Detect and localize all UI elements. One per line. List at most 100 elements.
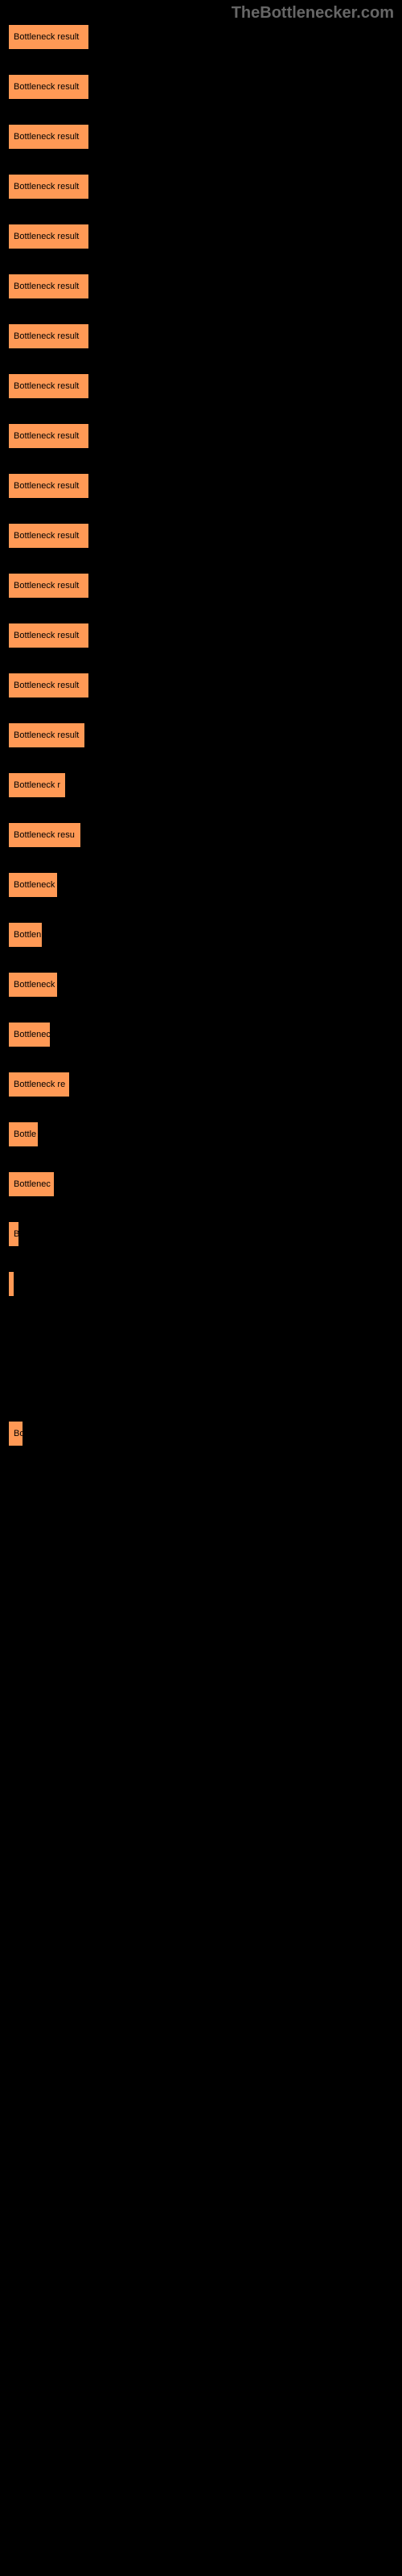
bar-label: Bo bbox=[14, 1429, 23, 1438]
bar-row: Bottleneck result bbox=[8, 623, 394, 648]
bar-row: Bottleneck result bbox=[8, 24, 394, 50]
bar: Bottleneck result bbox=[8, 74, 89, 100]
bar: Bottleneck re bbox=[8, 1072, 70, 1097]
bar-row bbox=[8, 1720, 394, 1746]
bar-row: Bottleneck result bbox=[8, 373, 394, 399]
bar: Bottleneck result bbox=[8, 124, 89, 150]
bar-label: Bottleneck result bbox=[14, 381, 79, 391]
bar-label: Bottleneck result bbox=[14, 581, 79, 591]
bar: Bottlen bbox=[8, 922, 43, 948]
bar-row: Bottleneck result bbox=[8, 124, 394, 150]
bar-label: Bottleneck result bbox=[14, 182, 79, 191]
bar-row: Bottleneck bbox=[8, 972, 394, 998]
bar: Bottleneck resu bbox=[8, 822, 81, 848]
bar-label: Bottleneck bbox=[14, 980, 55, 990]
bar: Bottleneck bbox=[8, 972, 58, 998]
bar bbox=[8, 1271, 14, 1297]
bar-label: Bottlenec bbox=[14, 1179, 51, 1189]
bar-label: Bottleneck result bbox=[14, 431, 79, 441]
bar-row: Bottleneck result bbox=[8, 523, 394, 549]
bar-row bbox=[8, 1820, 394, 1846]
bar-label: Bottleneck result bbox=[14, 82, 79, 92]
bar-row: Bottlenec bbox=[8, 1171, 394, 1197]
bar-row: Bottleneck result bbox=[8, 573, 394, 599]
bar-label: Bottleneck result bbox=[14, 481, 79, 491]
bar: Bottleneck result bbox=[8, 423, 89, 449]
bar-label: Bottleneck r bbox=[14, 780, 60, 790]
bar-row: Bottleneck result bbox=[8, 323, 394, 349]
bar-label: Bottlen bbox=[14, 930, 41, 940]
bar-row: Bottleneck result bbox=[8, 224, 394, 249]
bar-row bbox=[8, 1471, 394, 1496]
bar-label: Bottleneck result bbox=[14, 132, 79, 142]
bar-label: Bottleneck bbox=[14, 880, 55, 890]
bar: Bottleneck result bbox=[8, 573, 89, 599]
bar-row: Bottleneck result bbox=[8, 74, 394, 100]
bar: Bottleneck result bbox=[8, 673, 89, 698]
bar-label: Bottleneck result bbox=[14, 282, 79, 291]
bar: Bottleneck result bbox=[8, 623, 89, 648]
bar: Bottleneck result bbox=[8, 224, 89, 249]
bar-row: Bottlen bbox=[8, 922, 394, 948]
bar-row: Bottleneck result bbox=[8, 423, 394, 449]
bar-row bbox=[8, 2219, 394, 2245]
bar-label: Bottleneck result bbox=[14, 331, 79, 341]
bar: Bottleneck result bbox=[8, 274, 89, 299]
bar: Bottleneck result bbox=[8, 722, 85, 748]
bar-label: Bottleneck result bbox=[14, 631, 79, 640]
bar: Bottleneck result bbox=[8, 473, 89, 499]
bar-label: Bottlenec bbox=[14, 1030, 51, 1039]
bar-row bbox=[8, 1969, 394, 1995]
watermark-text: TheBottlenecker.com bbox=[232, 4, 394, 23]
bar-row bbox=[8, 1670, 394, 1696]
bar-row bbox=[8, 1520, 394, 1546]
bar: Bo bbox=[8, 1421, 23, 1446]
bar: Bottleneck result bbox=[8, 523, 89, 549]
bar: Bottle bbox=[8, 1121, 39, 1147]
bar: Bottleneck result bbox=[8, 174, 89, 200]
bar-label: Bottleneck re bbox=[14, 1080, 65, 1089]
bar-row bbox=[8, 2169, 394, 2195]
bar-row bbox=[8, 2269, 394, 2294]
bar-row: Bottlenec bbox=[8, 1022, 394, 1047]
bar-row: Bottleneck resu bbox=[8, 822, 394, 848]
bar-row: B bbox=[8, 1221, 394, 1247]
bar-row bbox=[8, 1770, 394, 1796]
bar-row: Bottleneck result bbox=[8, 473, 394, 499]
bar-row bbox=[8, 2119, 394, 2145]
bar-row: Bottle bbox=[8, 1121, 394, 1147]
bar-row bbox=[8, 1870, 394, 1895]
bar-label: Bottleneck result bbox=[14, 531, 79, 541]
bar-row: Bottleneck result bbox=[8, 274, 394, 299]
bar-row bbox=[8, 1271, 394, 1297]
bar-row bbox=[8, 2418, 394, 2444]
bar-label: Bottleneck resu bbox=[14, 830, 75, 840]
bar: Bottleneck r bbox=[8, 772, 66, 798]
bar-label: Bottleneck result bbox=[14, 232, 79, 241]
bar-row: Bo bbox=[8, 1421, 394, 1446]
bar-row: Bottleneck result bbox=[8, 174, 394, 200]
bar-label: B bbox=[14, 1229, 19, 1239]
bar-row bbox=[8, 1570, 394, 1596]
bar-row bbox=[8, 1321, 394, 1347]
bar-row bbox=[8, 2518, 394, 2544]
bar-label: Bottleneck result bbox=[14, 730, 79, 740]
bar-row bbox=[8, 1371, 394, 1397]
bar-label: Bottleneck result bbox=[14, 32, 79, 42]
bar-row: Bottleneck result bbox=[8, 673, 394, 698]
bar-chart: Bottleneck result Bottleneck result Bottle… bbox=[0, 0, 402, 2576]
bar: B bbox=[8, 1221, 19, 1247]
bar-row bbox=[8, 2319, 394, 2344]
bar: Bottlenec bbox=[8, 1022, 51, 1047]
bar-row: Bottleneck bbox=[8, 872, 394, 898]
bar-label: Bottle bbox=[14, 1130, 36, 1139]
bar-row: Bottleneck r bbox=[8, 772, 394, 798]
bar-row bbox=[8, 2468, 394, 2494]
bar: Bottlenec bbox=[8, 1171, 55, 1197]
bar-row bbox=[8, 2069, 394, 2095]
bar: Bottleneck result bbox=[8, 373, 89, 399]
bar-row bbox=[8, 1620, 394, 1646]
bar-label: Bottleneck result bbox=[14, 681, 79, 690]
bar-row bbox=[8, 2019, 394, 2045]
bar: Bottleneck result bbox=[8, 323, 89, 349]
